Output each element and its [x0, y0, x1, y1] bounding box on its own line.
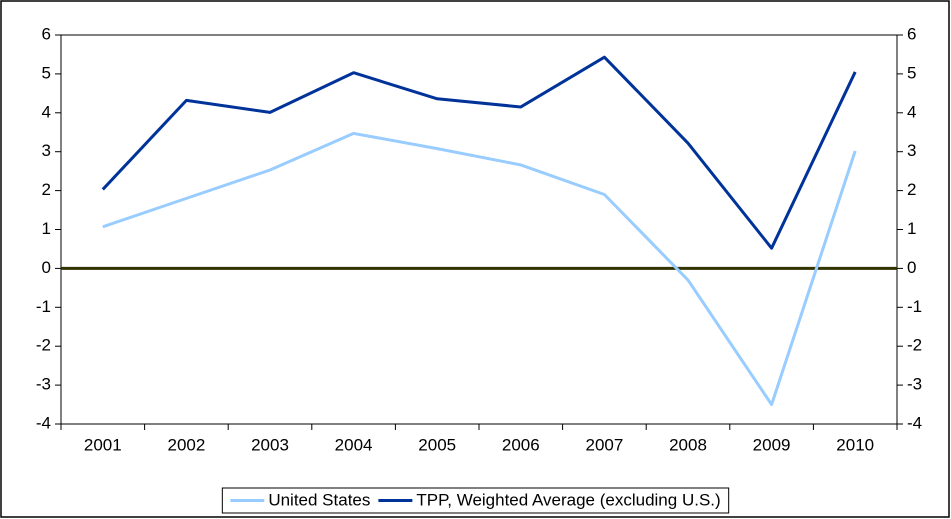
x-tick-label: 2002: [167, 435, 205, 454]
legend: [221, 487, 730, 514]
y-tick-label: -4: [36, 413, 51, 432]
y2-tick-label: -2: [907, 336, 922, 355]
y-tick-label: 3: [42, 141, 51, 160]
y2-tick-label: 6: [907, 24, 916, 43]
y2-tick-label: 3: [907, 141, 916, 160]
x-tick-label: 2003: [251, 435, 289, 454]
x-tick-label: 2010: [836, 435, 874, 454]
y-tick-label: 5: [42, 63, 51, 82]
y2-tick-label: 5: [907, 63, 916, 82]
y2-tick-label: -4: [907, 413, 922, 432]
series-line: [102, 131, 857, 407]
y-tick-label: -1: [36, 297, 51, 316]
y-tick-label: -3: [36, 375, 51, 394]
y2-tick-label: 1: [907, 219, 916, 238]
legend-label: TPP, Weighted Average (excluding U.S.): [416, 490, 720, 509]
series-line: [101, 55, 857, 250]
y-tick-label: 1: [42, 219, 51, 238]
y-tick-label: 6: [42, 24, 51, 43]
y-tick-label: 0: [42, 258, 51, 277]
y2-tick-label: 0: [907, 258, 916, 277]
x-tick-label: 2007: [585, 435, 623, 454]
y2-tick-label: 4: [907, 102, 916, 121]
y2-tick-label: -1: [907, 297, 922, 316]
x-tick-label: 2004: [335, 435, 373, 454]
x-tick-label: 2006: [502, 435, 540, 454]
y2-tick-label: -3: [907, 375, 922, 394]
x-tick-label: 2005: [418, 435, 456, 454]
x-tick-label: 2001: [84, 435, 122, 454]
legend-label: United States: [268, 490, 370, 509]
x-tick-label: 2008: [669, 435, 707, 454]
y-tick-label: 4: [42, 102, 51, 121]
x-tick-label: 2009: [753, 435, 791, 454]
y2-tick-label: 2: [907, 180, 916, 199]
y-tick-label: 2: [42, 180, 51, 199]
y-tick-label: -2: [36, 336, 51, 355]
